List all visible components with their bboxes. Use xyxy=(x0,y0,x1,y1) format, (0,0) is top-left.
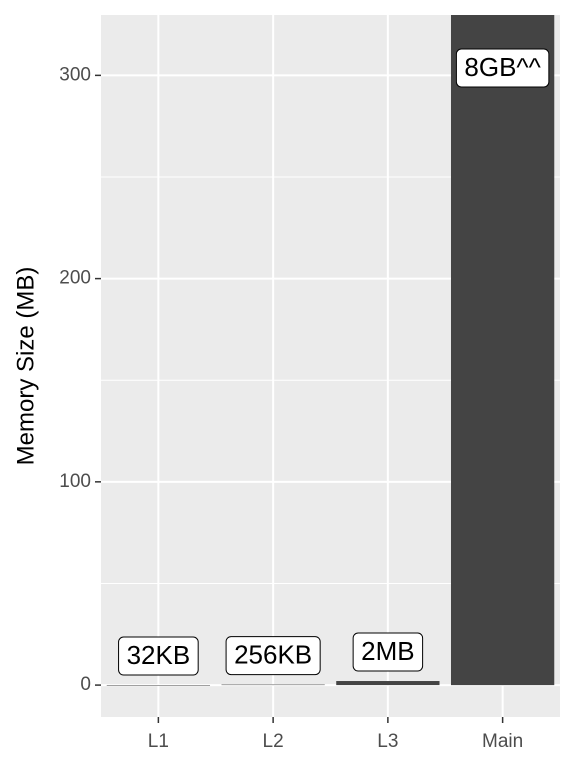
data-label-box xyxy=(118,636,199,676)
x-tick-label: Main xyxy=(482,731,523,752)
data-label-box xyxy=(225,636,321,676)
bar xyxy=(450,15,555,686)
data-label-box xyxy=(352,632,424,672)
y-tick-label: 0 xyxy=(80,674,91,695)
y-tick-label: 100 xyxy=(59,471,91,492)
y-tick-label: 200 xyxy=(59,268,91,289)
bar xyxy=(221,684,325,686)
y-axis-title: Memory Size (MB) xyxy=(12,267,39,466)
data-label: 2MB xyxy=(361,636,414,666)
bar xyxy=(336,681,440,686)
y-tick-label: 300 xyxy=(59,64,91,85)
data-label-box xyxy=(455,48,550,88)
x-tick-label: L1 xyxy=(148,731,169,752)
x-tick-label: L2 xyxy=(263,731,284,752)
bars xyxy=(106,15,555,686)
data-label: 256KB xyxy=(234,639,312,669)
bar xyxy=(106,685,211,686)
data-label: 32KB xyxy=(127,640,191,670)
labels: L1 32KB L2 256KB L3 2MB Main 8GB^^ xyxy=(118,48,550,752)
x-tick-label: L3 xyxy=(377,731,398,752)
data-label: 8GB^^ xyxy=(464,52,541,82)
